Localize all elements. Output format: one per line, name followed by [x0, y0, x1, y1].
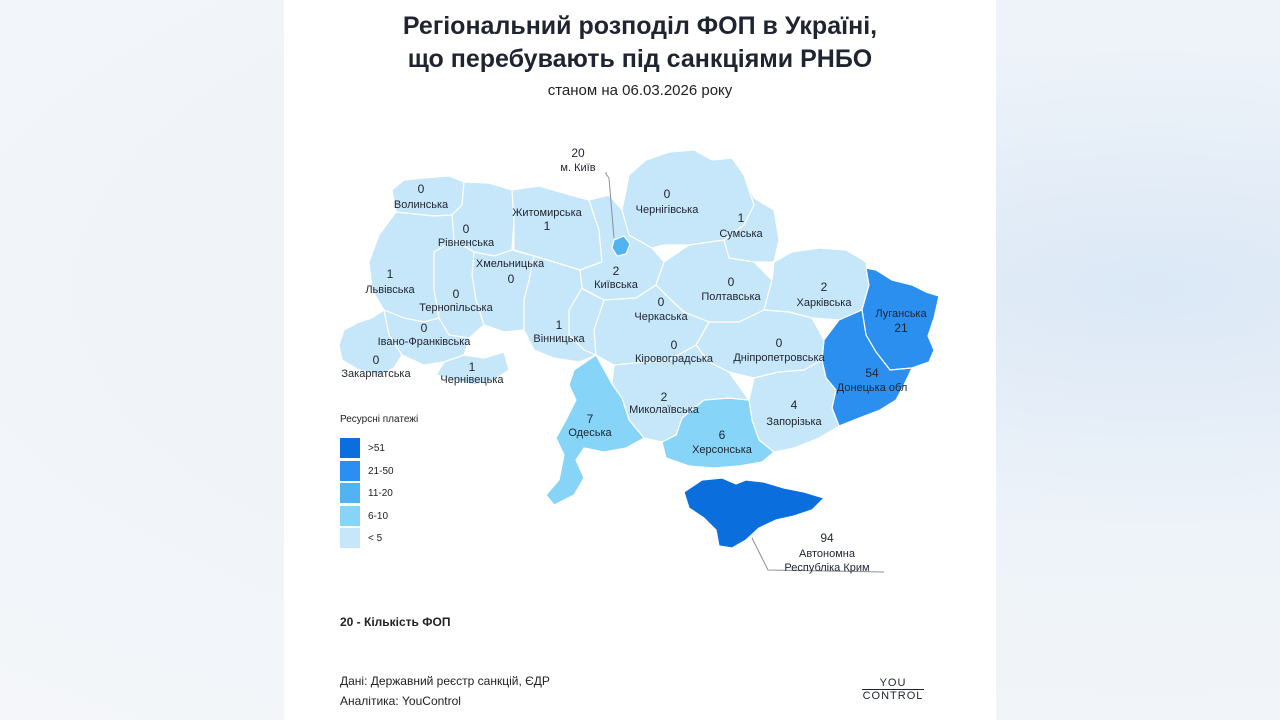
label-crimea-line2: Республіка Крим [784, 562, 869, 574]
label-chernihivska: Чернігівська [636, 204, 700, 216]
legend-item-21-50: 21-50 [340, 461, 394, 481]
label-poltavska: Полтавська [701, 291, 761, 303]
region-chernivetska[interactable] [435, 351, 510, 386]
value-kyivska: 2 [613, 264, 620, 278]
label-lvivska: Львівська [365, 284, 415, 296]
date-subtitle: станом на 06.03.2026 року [547, 82, 733, 99]
value-zakarpatska: 0 [373, 353, 380, 367]
legend-label: 6-10 [368, 510, 389, 522]
label-khmelnytska: Хмельницька [476, 258, 545, 270]
label-crimea-line1: Автономна [799, 548, 856, 560]
region-labels: 0 Волинська 0 Рівненська Житомирська 1 2… [341, 146, 927, 574]
analytics-source: Аналітика: YouControl [340, 694, 461, 708]
value-volynska: 0 [418, 182, 425, 196]
value-crimea: 94 [820, 531, 834, 545]
value-kirovohradska: 0 [671, 338, 678, 352]
label-vinnytska: Вінницька [533, 333, 585, 345]
label-odeska: Одеська [568, 427, 612, 439]
label-zaporizka: Запорізька [766, 416, 822, 428]
infographic-card: Регіональний розподіл ФОП в Україні, що … [284, 0, 996, 720]
legend-item-6-10: 6-10 [340, 506, 388, 526]
ukraine-map: 0 Волинська 0 Рівненська Житомирська 1 2… [338, 146, 940, 574]
value-sumska: 1 [738, 211, 745, 225]
crimea-leader-line [751, 537, 885, 573]
label-cherkaska: Черкаська [634, 311, 688, 323]
legend-label: 11-20 [368, 487, 393, 499]
value-lvivska: 1 [387, 267, 394, 281]
label-kyivska: Київська [594, 279, 639, 291]
legend-swatch [340, 528, 360, 548]
value-chernivetska: 1 [469, 360, 476, 374]
region-zakarpatska[interactable] [338, 309, 403, 376]
label-rivnenska: Рівненська [438, 237, 495, 249]
legend-item-lt5: < 5 [340, 528, 382, 548]
kyiv-leader-line [605, 172, 615, 239]
label-kharkivska: Харківська [797, 297, 853, 309]
region-lvivska[interactable] [368, 211, 455, 323]
legend-label: < 5 [368, 532, 383, 544]
label-volynska: Волинська [394, 199, 449, 211]
legend-title: Ресурсні платежі [340, 414, 419, 425]
logo-bottom: CONTROL [862, 689, 924, 702]
legend-swatch [340, 506, 360, 526]
title-line-2: що перебувають під санкціями РНБО [407, 45, 873, 73]
label-dnipropetrovska: Дніпропетровська [733, 352, 825, 364]
value-ivano-frankivska: 0 [421, 321, 428, 335]
value-vinnytska: 1 [556, 318, 563, 332]
youcontrol-logo: YOU CONTROL [862, 677, 924, 702]
label-luhanska: Луганська [875, 308, 927, 320]
legend-item-gt51: >51 [340, 438, 385, 458]
logo-top: YOU [879, 677, 907, 689]
value-odeska: 7 [587, 412, 594, 426]
value-kyiv-city: 20 [571, 146, 585, 160]
legend-label: 21-50 [368, 465, 394, 477]
data-source: Дані: Державний реєстр санкцій, ЄДР [340, 674, 550, 688]
value-chernihivska: 0 [664, 187, 671, 201]
value-rivnenska: 0 [463, 222, 470, 236]
page-title: Регіональний розподіл ФОП в Україні, що … [284, 10, 996, 76]
legend-swatch [340, 438, 360, 458]
region-odeska[interactable] [545, 354, 645, 506]
region-kharkivska[interactable] [763, 247, 870, 321]
label-chernivetska: Чернівецька [440, 374, 504, 386]
value-donetska: 54 [865, 366, 879, 380]
count-note: 20 - Кількість ФОП [340, 615, 451, 629]
label-ternopilska: Тернопільська [419, 302, 493, 314]
legend-item-11-20: 11-20 [340, 483, 393, 503]
value-khmelnytska: 0 [508, 272, 515, 286]
legend-swatch [340, 461, 360, 481]
value-kharkivska: 2 [821, 280, 828, 294]
label-donetska: Донецька обл [837, 382, 908, 394]
value-zaporizka: 4 [791, 398, 798, 412]
value-poltavska: 0 [728, 275, 735, 289]
value-cherkaska: 0 [658, 295, 665, 309]
value-ternopilska: 0 [453, 287, 460, 301]
value-dnipropetrovska: 0 [776, 336, 783, 350]
title-line-1: Регіональний розподіл ФОП в Україні, [402, 12, 878, 40]
label-mykolaivska: Миколаївська [629, 404, 700, 416]
value-mykolaivska: 2 [661, 390, 668, 404]
value-khersonska: 6 [719, 428, 726, 442]
label-kirovohradska: Кіровоградська [635, 353, 714, 365]
value-zhytomyrska: 1 [544, 219, 551, 233]
label-ivano-frankivska: Івано-Франківська [378, 336, 472, 348]
label-zhytomyrska: Житомирська [512, 207, 582, 219]
legend-label: >51 [368, 442, 385, 454]
region-crimea[interactable] [683, 477, 825, 549]
label-kyiv-city: м. Київ [560, 162, 595, 174]
label-zakarpatska: Закарпатська [341, 368, 411, 380]
label-sumska: Сумська [719, 228, 763, 240]
legend-swatch [340, 483, 360, 503]
region-kyiv-city[interactable] [611, 235, 631, 257]
value-luhanska: 21 [894, 321, 908, 335]
label-khersonska: Херсонська [692, 444, 753, 456]
